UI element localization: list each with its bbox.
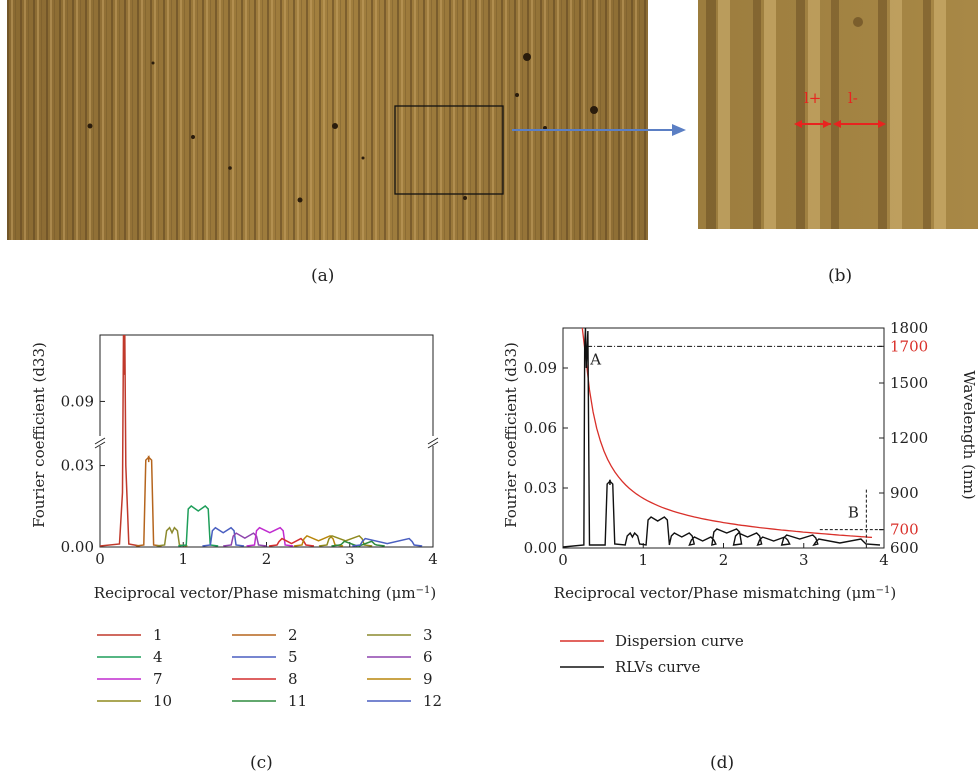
chart-c: 0.000.030.090 1 2 3 4 Fourier coefficient (d… xyxy=(30,334,442,710)
series-line-2 xyxy=(135,455,162,547)
x-tick-label: 4 xyxy=(879,551,889,569)
y-tick-label: 0.03 xyxy=(524,479,557,497)
series-line-1 xyxy=(99,334,140,547)
legend-label-9: 9 xyxy=(423,670,433,688)
legend-label-8: 8 xyxy=(288,670,298,688)
defect-dot xyxy=(853,17,863,27)
series-line-7 xyxy=(246,526,294,547)
panel-label-c: (c) xyxy=(250,753,273,773)
y2-tick-label: 700 xyxy=(890,521,919,539)
legend-label-11: 11 xyxy=(288,692,307,710)
legend-label-4: 4 xyxy=(153,648,163,666)
series-line-8 xyxy=(268,537,315,547)
y-tick-label: 0.00 xyxy=(524,539,557,557)
legend-label-5: 5 xyxy=(288,648,298,666)
y2-tick-label: 1200 xyxy=(890,429,928,447)
legend-label-12: 12 xyxy=(423,692,442,710)
y2-tick-label: 900 xyxy=(890,484,919,502)
rlv-curve xyxy=(562,327,881,548)
series-line-10 xyxy=(318,534,373,547)
y2-tick-label: 600 xyxy=(890,539,919,557)
panel-label-d: (d) xyxy=(710,753,735,773)
y-tick-label: 0.06 xyxy=(524,419,557,437)
axis-break-mark xyxy=(427,441,439,449)
legend-label-3: 3 xyxy=(423,626,433,644)
y2-tick-label: 1500 xyxy=(890,374,928,392)
domain-width-markers: l+ l- xyxy=(794,89,886,128)
y-tick-label: 0.09 xyxy=(61,392,94,410)
x-tick-label: 3 xyxy=(345,550,355,568)
marker-l-plus: l+ xyxy=(804,89,821,107)
x-tick-label: 0 xyxy=(558,551,568,569)
x-tick-label: 3 xyxy=(799,551,809,569)
marker-l-minus: l- xyxy=(848,89,858,107)
legend-label-2: 2 xyxy=(288,626,298,644)
microscope-image-b: l+ l- xyxy=(698,0,978,229)
x-tick-label: 1 xyxy=(178,550,188,568)
dispersion-curve xyxy=(581,327,873,539)
series-line-6 xyxy=(223,532,267,547)
series-line-5 xyxy=(202,526,245,547)
y2-tick-label: 1700 xyxy=(890,337,928,355)
axis-break-mark xyxy=(427,437,439,445)
y-tick-label: 0.09 xyxy=(524,359,557,377)
y2-axis-label: Wavelength (nm) xyxy=(960,370,978,499)
x-axis-label: Reciprocal vector/Phase mismatching (μm−… xyxy=(94,584,436,602)
legend-label-7: 7 xyxy=(153,670,163,688)
y-axis-label: Fourier coefficient (d33) xyxy=(502,342,520,528)
axis-break-mark xyxy=(94,437,106,445)
series-line-4 xyxy=(178,505,219,547)
series-line-11 xyxy=(331,540,385,548)
panel-label-a: (a) xyxy=(311,266,335,286)
series-line-12 xyxy=(352,537,423,547)
legend-label-0: Dispersion curve xyxy=(615,632,744,650)
axis-break-mark xyxy=(94,441,106,449)
y2-tick-label: 1800 xyxy=(890,320,928,337)
legend-label-6: 6 xyxy=(423,648,433,666)
legend-label-1: 1 xyxy=(153,626,163,644)
y-tick-label: 0.03 xyxy=(61,457,94,475)
defect-dots xyxy=(87,53,598,203)
y-axis-label: Fourier coefficient (d33) xyxy=(30,342,48,528)
plot-frame xyxy=(99,334,434,548)
legend-label-10: 10 xyxy=(153,692,172,710)
point-label-a: A xyxy=(589,350,601,368)
microscope-image-a xyxy=(7,0,648,240)
plot-frame xyxy=(562,327,885,549)
x-tick-label: 4 xyxy=(428,550,438,568)
point-label-b: B xyxy=(848,504,859,522)
zoom-region-box xyxy=(394,105,504,195)
series-line-9 xyxy=(293,534,344,547)
x-tick-label: 2 xyxy=(719,551,729,569)
x-tick-label: 1 xyxy=(638,551,648,569)
series-line-3 xyxy=(156,526,188,547)
zoom-arrow xyxy=(512,124,686,136)
x-axis-label: Reciprocal vector/Phase mismatching (μm−… xyxy=(554,584,896,602)
y-tick-label: 0.00 xyxy=(61,538,94,556)
x-tick-label: 2 xyxy=(262,550,272,568)
x-tick-label: 0 xyxy=(95,550,105,568)
legend-label-1: RLVs curve xyxy=(615,658,700,676)
panel-label-b: (b) xyxy=(828,266,853,286)
